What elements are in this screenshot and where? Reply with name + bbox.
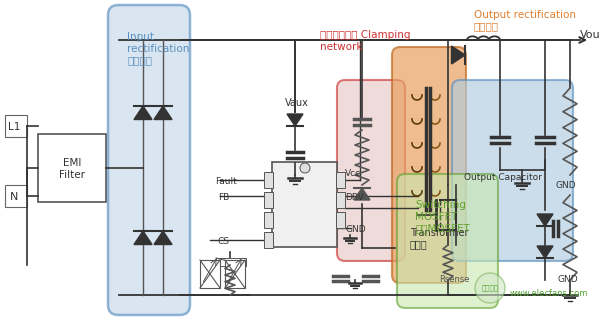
Bar	[5, 115, 27, 137]
Text: Rsense: Rsense	[439, 276, 470, 285]
Text: 尖峰吸收电路 Clamping
network: 尖峰吸收电路 Clamping network	[320, 30, 410, 52]
FancyBboxPatch shape	[337, 80, 405, 261]
Polygon shape	[287, 114, 303, 126]
Bar	[264, 192, 273, 208]
Circle shape	[300, 163, 310, 173]
Polygon shape	[154, 231, 172, 244]
Text: FB: FB	[218, 194, 229, 203]
FancyBboxPatch shape	[452, 80, 573, 261]
Bar	[264, 232, 273, 248]
Text: Switching
MOSFET
开关MOSFET: Switching MOSFET 开关MOSFET	[415, 200, 470, 233]
Text: Vcc: Vcc	[345, 168, 361, 177]
Text: Transformer
变压器: Transformer 变压器	[410, 228, 469, 249]
Polygon shape	[354, 188, 370, 200]
Text: GND: GND	[345, 226, 365, 234]
Text: Output rectification
输出整流: Output rectification 输出整流	[474, 10, 576, 32]
Text: N: N	[10, 192, 18, 202]
Bar	[5, 185, 27, 207]
Text: Output Capacitor: Output Capacitor	[464, 174, 542, 182]
Text: Input
rectification
输入整流: Input rectification 输入整流	[127, 32, 190, 65]
Text: Fault: Fault	[215, 177, 237, 187]
FancyBboxPatch shape	[392, 47, 466, 283]
Text: Vaux: Vaux	[285, 98, 309, 108]
Text: GND: GND	[557, 276, 578, 285]
Text: L1: L1	[8, 122, 20, 132]
Bar	[264, 212, 273, 228]
Text: EMI
Filter: EMI Filter	[59, 158, 85, 180]
Bar	[272, 162, 337, 247]
Bar	[216, 258, 246, 266]
Polygon shape	[452, 46, 465, 64]
Bar	[336, 172, 345, 188]
Circle shape	[475, 273, 505, 303]
Bar	[38, 134, 106, 202]
Polygon shape	[134, 106, 152, 120]
FancyBboxPatch shape	[108, 5, 190, 315]
Text: GND: GND	[556, 181, 577, 189]
Bar	[336, 212, 345, 228]
Bar	[225, 260, 245, 288]
Bar	[264, 172, 273, 188]
Bar	[200, 260, 220, 288]
Bar	[336, 192, 345, 208]
Text: 电子发烧: 电子发烧	[482, 285, 499, 291]
Polygon shape	[537, 214, 553, 226]
Text: www.elecfans.com: www.elecfans.com	[510, 288, 589, 298]
Polygon shape	[134, 231, 152, 244]
Text: DRV: DRV	[345, 194, 364, 203]
Text: CS: CS	[218, 238, 230, 247]
Polygon shape	[537, 246, 553, 258]
FancyBboxPatch shape	[397, 174, 498, 308]
Polygon shape	[154, 106, 172, 120]
Text: Vout: Vout	[580, 30, 600, 40]
